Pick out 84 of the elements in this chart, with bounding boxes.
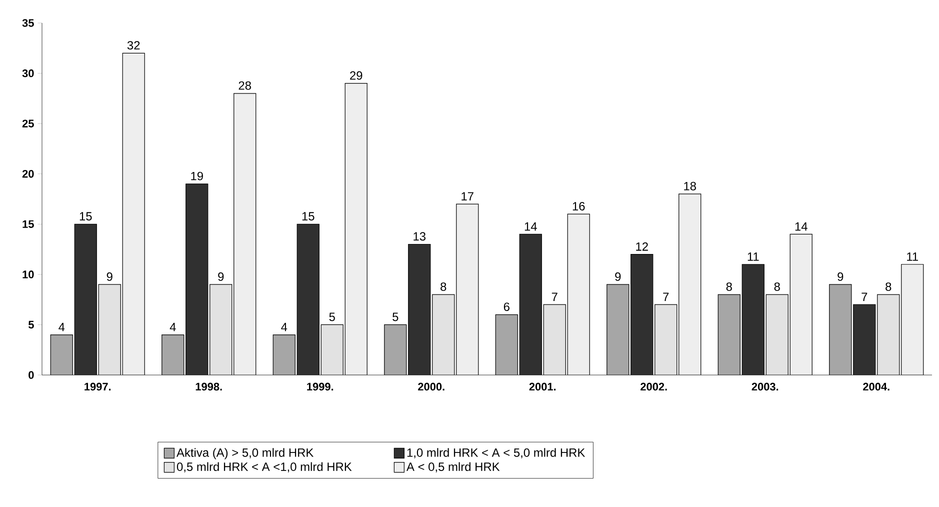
data-label: 16 xyxy=(572,202,585,210)
data-label: 18 xyxy=(684,182,696,190)
data-label: 13 xyxy=(414,232,426,241)
data-label: 9 xyxy=(615,272,621,281)
legend-label: A < 0,5 mlrd HRK xyxy=(406,462,500,472)
data-label: 9 xyxy=(218,272,224,281)
x-tick-label: 2003. xyxy=(752,382,778,391)
data-label: 4 xyxy=(170,322,176,332)
bar xyxy=(345,83,368,375)
data-label: 15 xyxy=(302,212,314,221)
bar xyxy=(654,304,677,375)
data-label: 5 xyxy=(329,312,335,322)
bar xyxy=(544,304,566,375)
bar xyxy=(432,294,454,375)
data-label: 9 xyxy=(106,272,112,281)
data-label: 11 xyxy=(748,252,759,261)
bar xyxy=(568,214,590,375)
bar xyxy=(766,294,788,375)
bar xyxy=(718,294,740,375)
y-tick-label: 5 xyxy=(28,320,34,329)
y-tick-label: 35 xyxy=(22,19,34,27)
bar xyxy=(829,284,852,375)
bar xyxy=(273,334,296,375)
y-tick-label: 20 xyxy=(22,170,34,178)
data-label: 8 xyxy=(886,282,892,291)
data-label: 4 xyxy=(281,322,288,332)
bar xyxy=(234,93,256,375)
bar xyxy=(321,324,344,375)
data-label: 12 xyxy=(636,242,648,251)
bar xyxy=(877,294,900,375)
bar xyxy=(98,284,121,375)
data-label: 28 xyxy=(238,81,251,90)
bar xyxy=(678,194,701,375)
x-tick-label: 1999. xyxy=(307,382,334,391)
bar xyxy=(186,184,208,375)
data-label: 14 xyxy=(524,222,537,231)
data-label: 7 xyxy=(862,292,868,301)
data-label: 6 xyxy=(504,302,510,312)
legend-label: 0,5 mlrd HRK < A <1,0 mlrd HRK xyxy=(176,462,352,472)
bar xyxy=(297,224,320,375)
data-label: 8 xyxy=(774,282,780,291)
bar xyxy=(456,204,478,375)
x-tick-label: 2001. xyxy=(529,382,556,391)
bar xyxy=(384,324,406,375)
bar xyxy=(122,53,145,375)
legend-label: Aktiva (A) > 5,0 mlrd HRK xyxy=(176,448,314,460)
x-tick-label: 1997. xyxy=(84,382,111,391)
x-tick-label: 1998. xyxy=(196,382,222,391)
data-label: 14 xyxy=(795,222,808,231)
data-label: 7 xyxy=(552,292,558,301)
data-label: 29 xyxy=(350,71,362,80)
y-tick-label: 30 xyxy=(22,69,34,78)
bar xyxy=(210,284,232,375)
bar xyxy=(408,244,430,375)
data-label: 5 xyxy=(392,312,398,322)
bar xyxy=(162,334,184,375)
bar xyxy=(520,234,542,375)
data-label: 32 xyxy=(127,41,140,50)
legend-label: 1,0 mlrd HRK < A < 5,0 mlrd HRK xyxy=(407,448,586,458)
data-label: 19 xyxy=(191,172,203,180)
bar xyxy=(742,264,764,375)
data-label: 9 xyxy=(838,272,844,281)
data-label: 7 xyxy=(663,292,669,301)
bar xyxy=(496,314,518,375)
x-tick-label: 2004. xyxy=(863,382,890,391)
bar xyxy=(790,234,812,375)
data-label: 8 xyxy=(440,282,446,291)
bar xyxy=(74,224,97,375)
bar xyxy=(50,334,73,375)
bar xyxy=(606,284,629,375)
y-tick-label: 10 xyxy=(22,270,34,278)
bar xyxy=(901,264,924,375)
x-tick-label: 2002. xyxy=(640,382,667,391)
x-tick-label: 2000. xyxy=(418,382,444,391)
data-label: 4 xyxy=(58,322,65,332)
y-tick-label: 0 xyxy=(28,371,34,379)
data-label: 17 xyxy=(462,192,474,200)
y-tick-label: 15 xyxy=(22,220,34,228)
data-label: 8 xyxy=(726,282,732,291)
data-label: 15 xyxy=(80,212,92,221)
data-label: 11 xyxy=(907,252,918,261)
bar xyxy=(630,254,653,375)
bar xyxy=(853,304,876,375)
y-tick-label: 25 xyxy=(22,120,34,128)
